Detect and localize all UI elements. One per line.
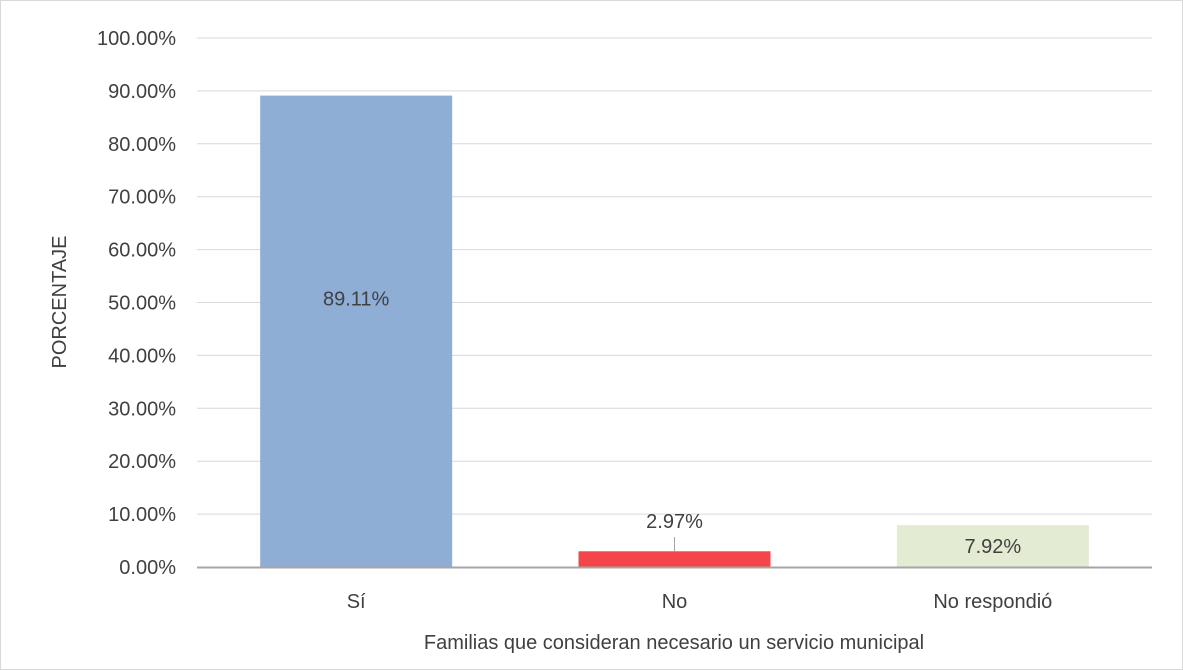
y-tick-label: 10.00% <box>108 504 176 526</box>
y-axis-ticks: 0.00% 10.00% 20.00% 30.00% 40.00% 50.00% 60.00… <box>97 28 176 579</box>
x-axis-title: Familias que consideran necesario un ser… <box>424 632 924 654</box>
data-label: 2.97% <box>646 511 703 533</box>
y-tick-label: 80.00% <box>108 134 176 156</box>
bars <box>260 95 1089 568</box>
y-tick-label: 30.00% <box>108 398 176 420</box>
bar <box>260 95 453 568</box>
y-axis-title: PORCENTAJE <box>49 236 71 369</box>
data-labels: 89.11% 2.97% 7.92% <box>323 288 1021 558</box>
y-tick-label: 0.00% <box>119 557 176 579</box>
x-category-label: Sí <box>347 591 366 613</box>
data-label: 7.92% <box>964 536 1021 558</box>
x-category-label: No respondió <box>933 591 1052 613</box>
bar <box>896 525 1089 567</box>
y-tick-label: 60.00% <box>108 240 176 262</box>
x-axis-categories: Sí No No respondió <box>347 591 1053 613</box>
x-category-label: No <box>662 591 688 613</box>
y-tick-label: 20.00% <box>108 451 176 473</box>
y-tick-label: 70.00% <box>108 187 176 209</box>
y-tick-label: 40.00% <box>108 345 176 367</box>
y-tick-label: 50.00% <box>108 293 176 315</box>
y-tick-label: 100.00% <box>97 28 176 50</box>
bar <box>578 551 771 567</box>
data-label: 89.11% <box>323 288 390 310</box>
y-tick-label: 90.00% <box>108 81 176 103</box>
